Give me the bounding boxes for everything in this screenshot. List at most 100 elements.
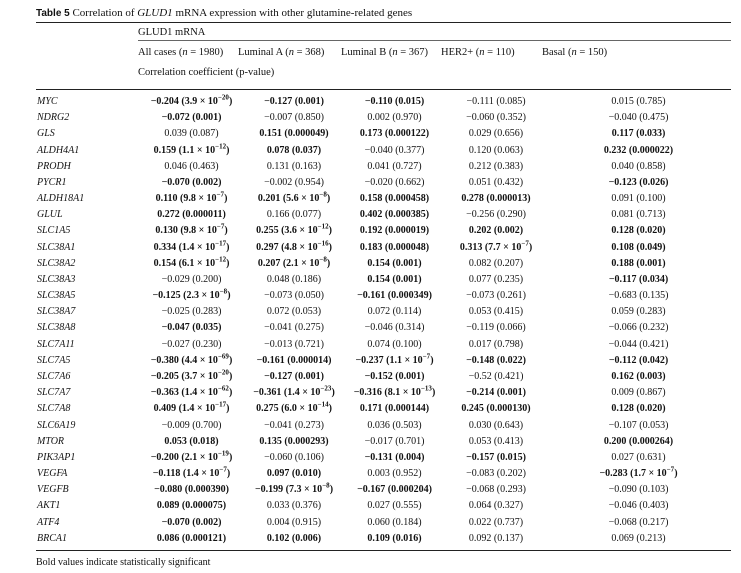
- correlation-cell: 0.135 (0.000293): [259, 435, 329, 447]
- correlation-cell: −0.316 (8.1 × 10−13): [353, 384, 436, 399]
- correlation-cell: −0.040 (0.377): [364, 144, 425, 156]
- correlation-cell: 0.036 (0.503): [367, 419, 422, 431]
- correlation-cell: 0.131 (0.163): [266, 160, 322, 172]
- correlation-cell: −0.013 (0.721): [264, 338, 324, 350]
- correlation-cell: −0.52 (0.421): [468, 371, 524, 382]
- correlation-cell: 0.040 (0.858): [611, 160, 666, 172]
- correlation-cell: 0.029 (0.656): [468, 128, 524, 140]
- correlation-cell: 0.074 (0.100): [367, 338, 422, 350]
- col-header-basal: Basal (n = 150): [542, 47, 608, 58]
- correlation-cell: 0.108 (0.049): [611, 241, 666, 253]
- correlation-cell: 0.017 (0.798): [468, 338, 524, 350]
- correlation-cell: 0.009 (0.867): [611, 387, 666, 399]
- gene-name: PIK3AP1: [37, 451, 76, 463]
- caption-text-after: mRNA expression with other glutamine-rel…: [175, 7, 413, 19]
- correlation-cell: 0.128 (0.020): [611, 225, 666, 237]
- correlation-cell: 0.158 (0.000458): [359, 193, 430, 205]
- gene-name: SLC38A2: [37, 257, 76, 269]
- correlation-cell: −0.157 (0.015): [466, 451, 526, 463]
- gene-name: ALDH18A1: [37, 193, 85, 205]
- correlation-cell: −0.041 (0.273): [264, 419, 324, 431]
- col-header-her2: HER2+ (n = 110): [441, 47, 515, 58]
- correlation-cell: 0.046 (0.463): [164, 160, 219, 172]
- correlation-cell: 0.171 (0.000144): [359, 403, 430, 415]
- gene-name: SLC38A1: [37, 241, 76, 253]
- correlation-cell: 0.154 (0.001): [367, 273, 422, 285]
- correlation-cell: 0.278 (0.000013): [461, 193, 531, 205]
- correlation-cell: 0.272 (0.000011): [157, 209, 226, 221]
- correlation-cell: −0.073 (0.261): [466, 290, 526, 302]
- correlation-table: MYC −0.204 (3.9 × 10−20) −0.127 (0.001) −0.…: [36, 94, 731, 547]
- correlation-cell: 0.048 (0.186): [266, 273, 322, 285]
- table-row: AKT1 0.089 (0.000075) 0.033 (0.376) 0.027 (…: [36, 498, 731, 514]
- correlation-cell: 0.081 (0.713): [611, 209, 666, 221]
- gene-name: ATF4: [37, 516, 60, 528]
- correlation-cell: −0.111 (0.085): [466, 96, 526, 108]
- header-rule: [36, 89, 731, 90]
- correlation-cell: 0.060 (0.184): [367, 516, 422, 528]
- table-row: GLUL 0.272 (0.000011) 0.166 (0.077) 0.402 (…: [36, 207, 731, 223]
- correlation-cell: −0.205 (3.7 × 10−20): [150, 368, 233, 382]
- correlation-cell: 0.069 (0.213): [611, 532, 666, 544]
- correlation-cell: 0.059 (0.283): [611, 306, 666, 318]
- gene-name: MTOR: [37, 435, 65, 447]
- correlation-cell: −0.070 (0.002): [161, 176, 222, 188]
- correlation-cell: 0.232 (0.000022): [603, 144, 674, 156]
- correlation-cell: 0.078 (0.037): [266, 144, 322, 156]
- col-header-luminal-b: Luminal B (n = 367): [341, 47, 428, 58]
- correlation-cell: 0.051 (0.432): [468, 176, 524, 188]
- correlation-cell: −0.117 (0.034): [608, 273, 669, 285]
- correlation-cell: −0.090 (0.103): [608, 484, 669, 496]
- correlation-cell: −0.060 (0.106): [264, 451, 324, 463]
- correlation-cell: 0.409 (1.4 × 10−17): [153, 401, 230, 415]
- correlation-cell: −0.046 (0.314): [364, 322, 425, 334]
- correlation-cell: −0.017 (0.701): [364, 435, 425, 447]
- gene-name: SLC38A5: [37, 290, 76, 302]
- correlation-cell: −0.237 (1.1 × 10−7): [355, 352, 434, 366]
- correlation-cell: 0.097 (0.010): [266, 468, 322, 480]
- correlation-cell: 0.110 (9.8 × 10−7): [155, 190, 228, 205]
- correlation-cell: 0.120 (0.063): [468, 144, 524, 156]
- correlation-cell: 0.053 (0.018): [164, 435, 219, 447]
- correlation-cell: −0.070 (0.002): [161, 516, 222, 528]
- table-row: ATF4 −0.070 (0.002) 0.004 (0.915) 0.060 (0.…: [36, 514, 731, 530]
- correlation-cell: −0.083 (0.202): [466, 468, 526, 480]
- correlation-cell: −0.025 (0.283): [161, 306, 222, 318]
- correlation-cell: 0.202 (0.002): [468, 225, 524, 237]
- gene-name: NDRG2: [37, 112, 70, 124]
- table-row: MYC −0.204 (3.9 × 10−20) −0.127 (0.001) −0.…: [36, 94, 731, 110]
- correlation-cell: 0.102 (0.006): [266, 532, 322, 544]
- correlation-cell: −0.047 (0.035): [161, 322, 222, 334]
- correlation-cell: 0.192 (0.000019): [359, 225, 430, 237]
- gene-name: SLC38A3: [37, 273, 76, 285]
- correlation-cell: 0.402 (0.000385): [359, 209, 430, 221]
- correlation-cell: −0.361 (1.4 × 10−23): [253, 384, 335, 399]
- correlation-cell: −0.152 (0.001): [364, 371, 425, 382]
- correlation-cell: −0.046 (0.403): [608, 500, 669, 512]
- correlation-cell: −0.363 (1.4 × 10−62): [150, 384, 233, 399]
- correlation-cell: 0.212 (0.383): [468, 160, 524, 172]
- correlation-cell: −0.068 (0.293): [466, 484, 526, 496]
- correlation-cell: −0.110 (0.015): [364, 96, 425, 108]
- table-row: SLC6A19 −0.009 (0.700) −0.041 (0.273) 0.036…: [36, 417, 731, 433]
- correlation-cell: 0.151 (0.000049): [259, 128, 329, 140]
- correlation-cell: −0.072 (0.001): [161, 112, 222, 124]
- gene-name: MYC: [37, 96, 58, 108]
- gene-name: SLC1A5: [37, 225, 71, 237]
- correlation-cell: 0.173 (0.000122): [359, 128, 430, 140]
- correlation-cell: −0.044 (0.421): [608, 338, 669, 350]
- correlation-cell: −0.380 (4.4 × 10−69): [150, 352, 233, 366]
- top-rule: [36, 22, 731, 23]
- correlation-cell: −0.683 (0.135): [608, 290, 669, 302]
- correlation-cell: −0.125 (2.3 × 10−8): [152, 287, 231, 302]
- correlation-cell: −0.007 (0.850): [264, 112, 324, 124]
- correlation-cell: −0.040 (0.475): [608, 112, 669, 124]
- gene-name: SLC7A8: [37, 403, 71, 415]
- correlation-cell: 0.002 (0.970): [367, 112, 422, 124]
- table-body: MYC −0.204 (3.9 × 10−20) −0.127 (0.001) −0.…: [36, 94, 731, 547]
- correlation-cell: 0.072 (0.053): [266, 306, 322, 318]
- gene-name: GLS: [37, 128, 55, 140]
- correlation-cell: 0.072 (0.114): [367, 306, 422, 318]
- gene-name: SLC38A7: [37, 306, 76, 318]
- correlation-cell: 0.003 (0.952): [367, 468, 422, 480]
